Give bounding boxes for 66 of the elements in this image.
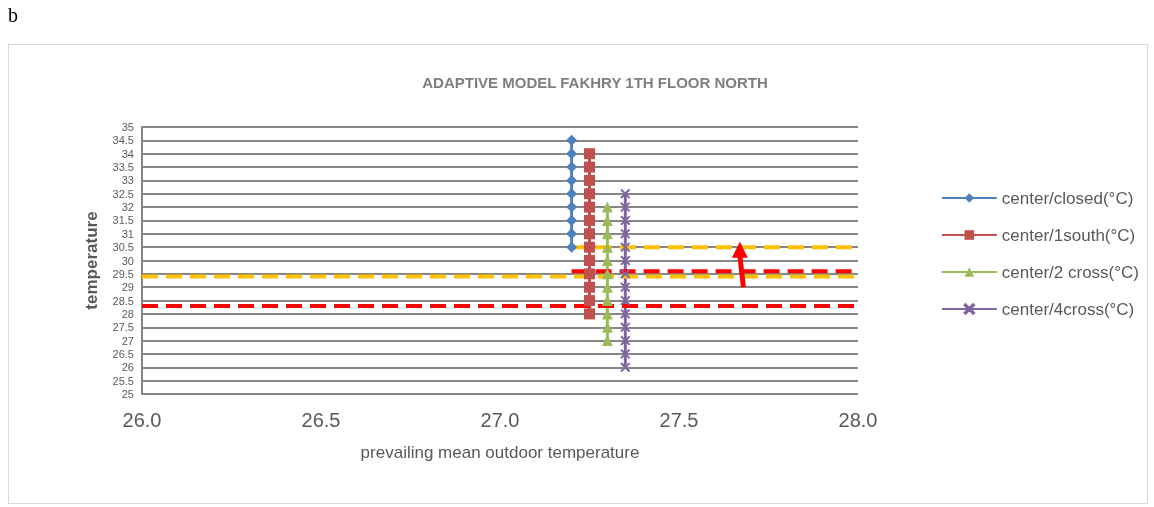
point — [584, 308, 595, 320]
y-tick-label: 34 — [121, 147, 134, 160]
point — [620, 215, 631, 226]
legend-label: center/closed(°C) — [1001, 188, 1134, 208]
y-tick-label: 32 — [121, 201, 134, 214]
y-tick-label: 30.5 — [112, 241, 134, 254]
point — [566, 134, 578, 146]
point — [566, 201, 578, 213]
point — [620, 295, 631, 306]
y-tick-label: 29.5 — [112, 267, 134, 280]
y-tick-label: 29 — [121, 281, 134, 294]
y-tick-label: 30 — [121, 254, 134, 267]
point — [620, 268, 631, 279]
legend-label: center/1south(°C) — [1001, 225, 1136, 245]
y-tick-label: 28.5 — [112, 294, 134, 307]
y-tick-label: 33.5 — [112, 161, 134, 174]
x-tick-label: 26.5 — [301, 409, 341, 431]
point — [620, 282, 631, 293]
point — [584, 241, 595, 253]
point — [620, 308, 631, 319]
point — [620, 362, 631, 373]
point — [601, 201, 613, 213]
y-tick-label: 28 — [121, 307, 134, 320]
point — [584, 148, 595, 160]
point — [620, 255, 631, 266]
y-tick-label: 26 — [121, 361, 134, 374]
point — [584, 188, 595, 200]
point — [620, 228, 631, 239]
point — [584, 281, 595, 293]
y-tick-label: 33 — [121, 174, 134, 187]
x-axis-title: prevailing mean outdoor temperature — [360, 443, 640, 462]
y-tick-label: 26.5 — [112, 347, 134, 360]
point — [584, 295, 595, 307]
point — [584, 268, 595, 280]
x-tick-label: 27.5 — [659, 409, 699, 431]
legend-label: center/2 cross(°C) — [1001, 262, 1140, 282]
point — [584, 174, 595, 186]
x-tick-label: 26.0 — [122, 409, 162, 431]
y-tick-label: 31.5 — [112, 214, 134, 227]
x-tick-label: 27.0 — [480, 409, 520, 431]
point — [620, 202, 631, 213]
y-tick-label: 32.5 — [112, 187, 134, 200]
point — [584, 214, 595, 226]
point — [566, 161, 578, 173]
point — [620, 242, 631, 253]
point — [601, 268, 613, 280]
point — [584, 201, 595, 213]
point — [584, 161, 595, 173]
point — [620, 348, 631, 359]
y-axis-title: temperature — [82, 211, 101, 310]
y-tick-label: 25.5 — [112, 374, 134, 387]
point — [584, 255, 595, 266]
text: b — [8, 4, 18, 27]
y-tick-label: 35 — [121, 121, 134, 133]
x-tick-label: 28.0 — [838, 409, 878, 431]
point — [620, 322, 631, 333]
legend-label: center/4cross(°C) — [1001, 299, 1135, 319]
y-tick-label: 25 — [121, 388, 134, 400]
y-tick-label: 34.5 — [112, 134, 134, 147]
y-tick-label: 31 — [121, 227, 134, 240]
y-tick-label: 27.5 — [112, 321, 134, 334]
point — [584, 228, 595, 240]
y-tick-label: 27 — [121, 334, 134, 347]
chart-title: ADAPTIVE MODEL FAKHRY 1TH FLOOR NORTH — [422, 74, 768, 91]
point — [620, 188, 631, 199]
point — [620, 335, 631, 346]
